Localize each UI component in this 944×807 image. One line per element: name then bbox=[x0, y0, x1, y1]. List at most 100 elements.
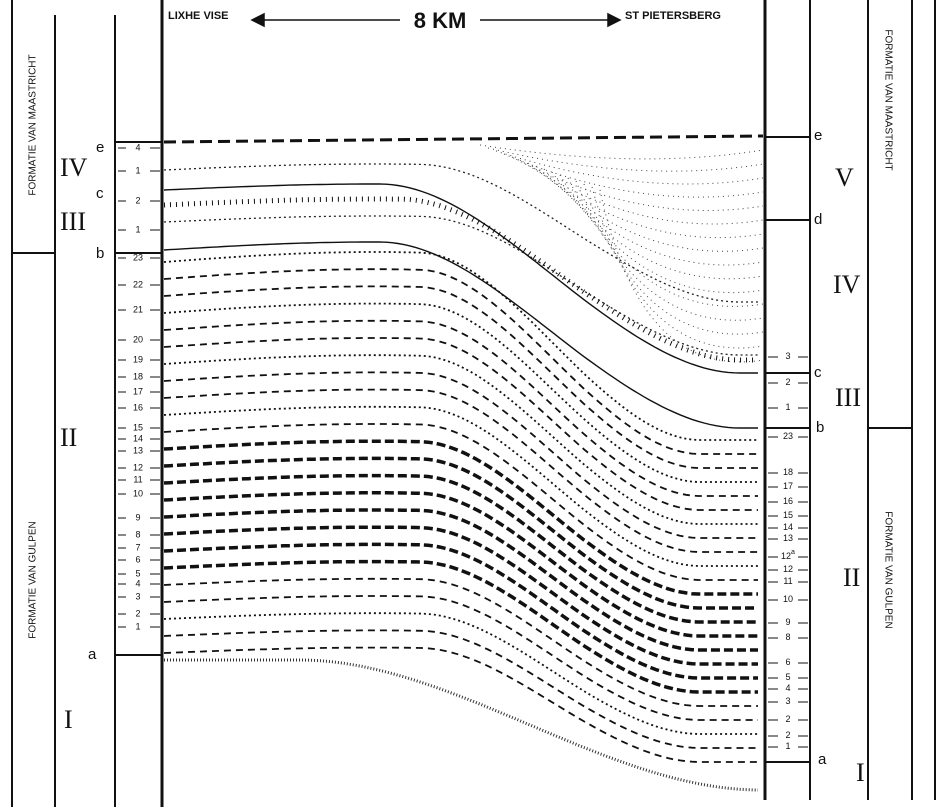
bed-number: 2 bbox=[785, 714, 790, 724]
bed-line bbox=[163, 371, 758, 539]
bed-number: 14 bbox=[783, 522, 793, 532]
bed-number-main: 2 bbox=[785, 730, 790, 740]
boundary-label: e bbox=[814, 127, 822, 144]
bed-line bbox=[551, 171, 764, 280]
bed-number: 3 bbox=[135, 591, 140, 601]
bed-line bbox=[495, 150, 764, 185]
bed-line bbox=[163, 491, 758, 638]
bed-number: 11 bbox=[783, 576, 792, 586]
bed-number-main: 5 bbox=[785, 672, 790, 682]
bed-line bbox=[163, 285, 758, 469]
bed-line bbox=[559, 174, 764, 294]
right-locality: ST PIETERSBERG bbox=[625, 10, 721, 22]
bed-number-main: 3 bbox=[785, 351, 790, 361]
bed-number: 8 bbox=[135, 529, 140, 539]
bed-number: 12 bbox=[133, 462, 143, 472]
bed-line bbox=[163, 354, 758, 525]
bed-line bbox=[163, 337, 758, 511]
bed-line bbox=[163, 525, 758, 666]
boundary-b bbox=[163, 241, 758, 429]
bed-line bbox=[163, 388, 758, 553]
bed-line bbox=[163, 319, 758, 497]
bed-line bbox=[163, 542, 758, 680]
strata bbox=[163, 134, 764, 792]
bed-number: 3 bbox=[785, 696, 790, 706]
bed-number: 5 bbox=[785, 672, 790, 682]
bed-number-main: 9 bbox=[785, 617, 790, 627]
bed-line bbox=[535, 165, 764, 252]
boundary-label: b bbox=[96, 245, 104, 262]
bed-number: 21 bbox=[133, 304, 143, 314]
distance-arrow bbox=[250, 12, 622, 28]
unit-label: IV bbox=[60, 153, 88, 182]
bed-number: 2 bbox=[785, 730, 790, 740]
bed-number: 1 bbox=[135, 224, 140, 234]
bed-number-main: 4 bbox=[785, 683, 790, 693]
bed-line bbox=[583, 183, 764, 335]
bed-number: 1 bbox=[785, 741, 790, 751]
bed-line bbox=[527, 162, 764, 239]
frame bbox=[11, 0, 936, 807]
bed-number-main: 18 bbox=[783, 467, 793, 477]
bed-number: 16 bbox=[133, 402, 143, 412]
unit-label: III bbox=[60, 207, 86, 236]
bed-line bbox=[163, 473, 758, 624]
bed-number: 4 bbox=[135, 578, 140, 588]
bed-number-main: 15 bbox=[783, 510, 793, 520]
bed-line bbox=[163, 456, 758, 610]
boundary-c bbox=[163, 183, 758, 374]
bed-line bbox=[163, 508, 758, 652]
bed-number: 15 bbox=[783, 510, 793, 520]
bed-number: 13 bbox=[783, 533, 793, 543]
boundary-label: a bbox=[818, 751, 827, 768]
bed-number: 5 bbox=[135, 568, 140, 578]
bed-number: 3 bbox=[785, 351, 790, 361]
bed-number: 9 bbox=[135, 512, 140, 522]
bed-line bbox=[543, 168, 764, 266]
bed-number-main: 8 bbox=[785, 632, 790, 642]
bed-number: 1 bbox=[135, 621, 140, 631]
bed-line bbox=[503, 153, 764, 198]
bed-line bbox=[567, 177, 764, 307]
boundary-label: d bbox=[814, 211, 822, 228]
bed-line bbox=[511, 156, 764, 211]
bed-number-main: 12 bbox=[783, 564, 793, 574]
bed-number-main: 16 bbox=[783, 496, 793, 506]
boundary-label: b bbox=[816, 419, 824, 436]
hatch bbox=[163, 196, 758, 363]
boundary-label: e bbox=[96, 139, 104, 156]
bed-line bbox=[163, 577, 758, 707]
bed-number: 17 bbox=[133, 386, 143, 396]
bed-number-main: 2 bbox=[785, 714, 790, 724]
bed-number-main: 11 bbox=[783, 576, 792, 586]
bed-line bbox=[163, 251, 758, 441]
bed-number-main: 17 bbox=[783, 481, 793, 491]
bed-number-main: 2 bbox=[785, 377, 790, 387]
bed-number-main: 10 bbox=[783, 594, 793, 604]
bed-number: 20 bbox=[133, 334, 143, 344]
bed-number: 9 bbox=[785, 617, 790, 627]
bed-line bbox=[163, 439, 758, 596]
unit-label: II bbox=[60, 423, 77, 452]
bed-number-main: 3 bbox=[785, 696, 790, 706]
bed-number: 10 bbox=[133, 488, 143, 498]
bed-line bbox=[163, 595, 758, 721]
bed-number: 23 bbox=[133, 252, 143, 262]
bed-line bbox=[163, 629, 758, 749]
bed-number-main: 6 bbox=[785, 657, 790, 667]
bed-number: 23 bbox=[783, 431, 793, 441]
bed-number-superscript: a bbox=[791, 549, 795, 556]
bed-line bbox=[479, 144, 764, 160]
bed-number: 7 bbox=[135, 542, 140, 552]
distance: 8 KM bbox=[414, 8, 467, 33]
bed-line bbox=[163, 423, 758, 581]
unit-label: IV bbox=[833, 270, 861, 299]
unit-label: I bbox=[64, 705, 73, 734]
bed-number: 1 bbox=[135, 165, 140, 175]
bed-number-main: 13 bbox=[783, 533, 793, 543]
unit-label: I bbox=[856, 758, 865, 787]
bed-number-main: 1 bbox=[785, 402, 790, 412]
bed-line bbox=[163, 405, 758, 567]
bed-line bbox=[163, 646, 758, 763]
